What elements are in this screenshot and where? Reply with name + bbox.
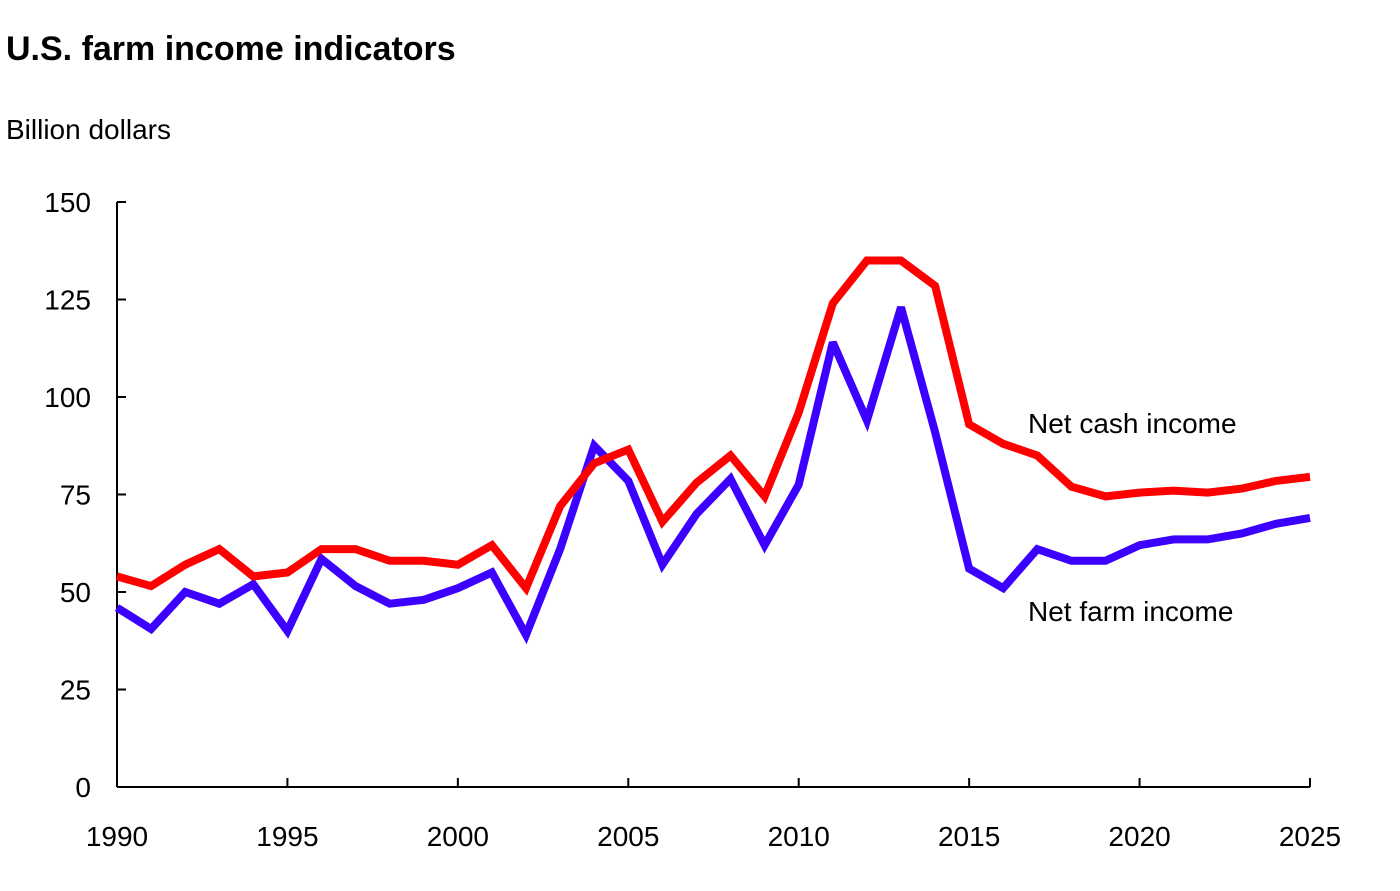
y-tick-label: 100 [44, 382, 91, 413]
x-tick-label: 1990 [86, 821, 148, 852]
net-cash-income-label: Net cash income [1028, 408, 1237, 439]
y-tick-label: 50 [60, 577, 91, 608]
x-tick-label: 1995 [256, 821, 318, 852]
x-tick-label: 2010 [768, 821, 830, 852]
x-tick-label: 2000 [427, 821, 489, 852]
chart-title: U.S. farm income indicators [6, 30, 456, 68]
y-tick-label: 150 [44, 187, 91, 218]
x-tick-label: 2005 [597, 821, 659, 852]
y-tick-label: 75 [60, 480, 91, 511]
x-tick-label: 2025 [1279, 821, 1341, 852]
x-tick-label: 2020 [1108, 821, 1170, 852]
x-tick-label: 2015 [938, 821, 1000, 852]
net-farm-income-line [114, 306, 1311, 645]
series-lines [114, 256, 1311, 645]
y-tick-label: 25 [60, 675, 91, 706]
y-axis-unit-label: Billion dollars [6, 114, 171, 145]
axes: 0 25 50 75 100 125 150 1990 1995 2000 2005 2010 2015… [44, 187, 1341, 852]
net-cash-income-line [115, 256, 1311, 596]
net-farm-income-label: Net farm income [1028, 596, 1233, 627]
series-labels: Net cash income Net farm income [1028, 408, 1237, 627]
y-tick-label: 0 [75, 772, 91, 803]
y-tick-label: 125 [44, 285, 91, 316]
